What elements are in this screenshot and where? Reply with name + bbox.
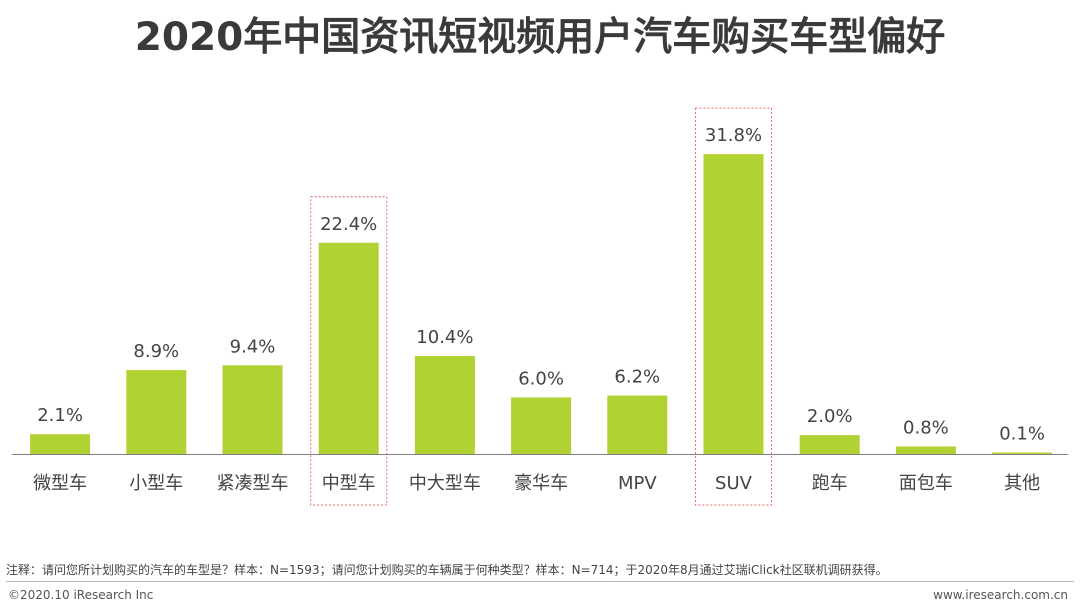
footer-divider [6, 581, 1074, 582]
data-label: 0.8% [903, 417, 949, 438]
highlight-box [695, 107, 772, 506]
bar [30, 434, 91, 454]
bar [895, 446, 956, 454]
data-label: 6.2% [614, 367, 660, 388]
bar [992, 452, 1053, 454]
highlight-box [310, 196, 388, 506]
bar [222, 365, 283, 454]
data-label: 0.1% [999, 424, 1045, 445]
bar [511, 397, 572, 454]
footnote: 注释：请问您所计划购买的汽车的车型是？样本：N=1593；请问您计划购买的车辆属… [6, 563, 888, 577]
category-label: 跑车 [812, 473, 848, 494]
category-label: MPV [618, 473, 657, 494]
bar [703, 154, 764, 454]
category-label: 中大型车 [409, 473, 481, 494]
category-label: 其他 [1004, 473, 1040, 494]
bar [318, 242, 379, 454]
category-label: SUV [715, 473, 753, 494]
data-label: 31.8% [705, 125, 762, 146]
data-label: 9.4% [230, 336, 276, 357]
website-url: www.iresearch.com.cn [933, 588, 1068, 602]
category-label: 小型车 [129, 473, 183, 494]
data-label: 22.4% [320, 214, 377, 235]
data-label: 8.9% [133, 341, 179, 362]
bar [799, 435, 860, 454]
bar-chart: 2020年中国资讯短视频用户汽车购买车型偏好 2.1% 8.9% 9.4% 22.4%… [12, 15, 1068, 506]
data-label: 10.4% [416, 327, 473, 348]
data-label: 6.0% [518, 368, 564, 389]
chart-title: 2020年中国资讯短视频用户汽车购买车型偏好 [135, 15, 946, 60]
category-label: 中型车 [322, 473, 376, 494]
data-label: 2.1% [37, 405, 83, 426]
category-label: 紧凑型车 [217, 473, 289, 494]
copyright: ©2020.10 iResearch Inc [8, 588, 154, 602]
category-label: 微型车 [33, 473, 87, 494]
category-label: 豪华车 [514, 473, 568, 494]
bar [607, 395, 668, 454]
data-label: 2.0% [807, 406, 853, 427]
category-label: 面包车 [899, 473, 953, 494]
bar [126, 370, 187, 454]
bar [414, 355, 475, 454]
